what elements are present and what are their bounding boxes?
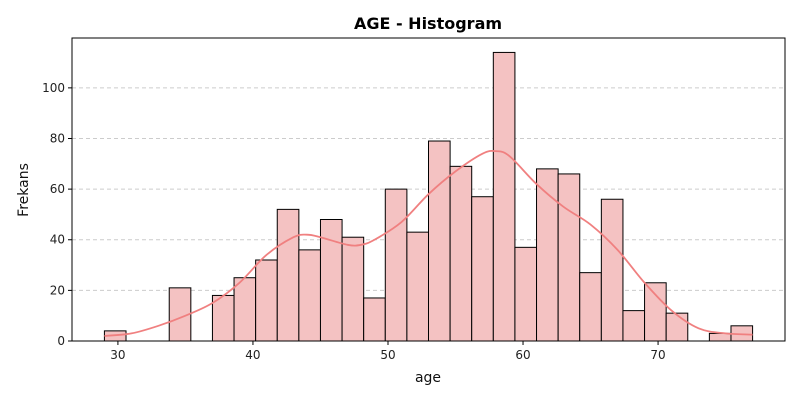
x-tick-label: 70 xyxy=(650,348,665,362)
x-tick-label: 50 xyxy=(380,348,395,362)
histogram-bar xyxy=(514,246,538,342)
histogram-bar xyxy=(363,297,386,342)
y-axis-ticks: 0 20 40 60 80 100 xyxy=(42,81,72,348)
histogram-bar xyxy=(384,188,408,342)
histogram-bar xyxy=(644,282,667,342)
y-tick-label: 80 xyxy=(50,131,65,145)
y-tick-label: 60 xyxy=(50,182,65,196)
histogram-bar xyxy=(428,140,451,342)
x-tick-label: 40 xyxy=(245,348,260,362)
histogram-bar xyxy=(449,165,473,342)
y-tick-label: 40 xyxy=(50,233,65,247)
histogram-bar xyxy=(600,198,624,342)
histogram-bar xyxy=(211,294,235,342)
histogram-bar xyxy=(622,310,646,342)
histogram-bar xyxy=(298,249,321,342)
y-tick-label: 100 xyxy=(42,81,65,95)
histogram-bar xyxy=(406,231,430,342)
histogram-bar xyxy=(471,196,494,342)
histogram-bar xyxy=(233,277,257,342)
chart-title: AGE - Histogram xyxy=(354,14,502,33)
y-tick-label: 20 xyxy=(50,283,65,297)
x-tick-label: 30 xyxy=(110,348,125,362)
histogram-bar xyxy=(276,208,300,342)
y-axis-label: Frekans xyxy=(16,163,32,217)
x-axis-label: age xyxy=(415,370,441,386)
histogram-bar xyxy=(341,236,365,342)
kde-curve-group xyxy=(104,149,753,337)
histogram-bar xyxy=(492,51,516,342)
histogram-bar xyxy=(557,173,581,342)
histogram-bar xyxy=(579,272,602,342)
histogram-bar xyxy=(665,312,689,342)
histogram-bars xyxy=(103,51,754,342)
histogram-bar xyxy=(255,259,278,342)
histogram-bar xyxy=(708,332,732,342)
x-axis-ticks: 30 40 50 60 70 xyxy=(110,341,666,362)
y-tick-label: 0 xyxy=(57,334,65,348)
kde-curve xyxy=(104,149,753,337)
x-tick-label: 60 xyxy=(515,348,530,362)
